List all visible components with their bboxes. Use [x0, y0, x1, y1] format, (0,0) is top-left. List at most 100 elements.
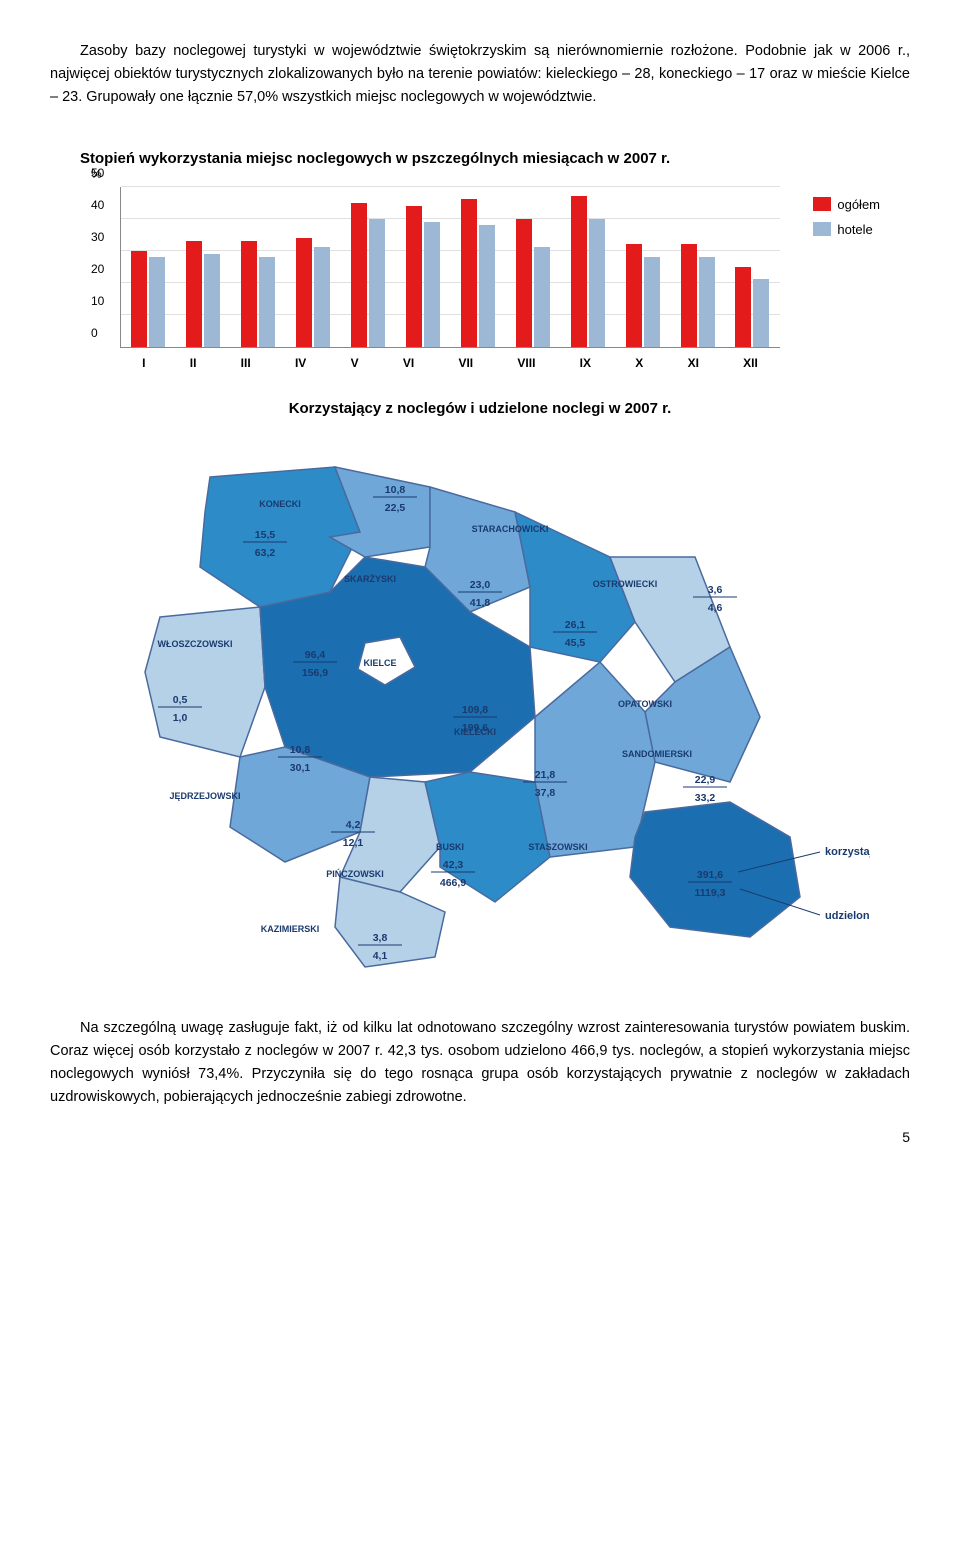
data-bottom: 156,9 — [302, 667, 328, 679]
page-number: 5 — [50, 1129, 910, 1145]
x-tick-label: I — [142, 356, 145, 370]
region-wloszczowski — [145, 607, 265, 757]
bar-group — [186, 241, 220, 347]
bar-group — [406, 206, 440, 347]
data-bottom: 63,2 — [255, 547, 276, 559]
y-tick-label: 40 — [91, 198, 104, 212]
data-bottom: 30,1 — [290, 762, 311, 774]
data-bottom: 4,1 — [373, 950, 388, 962]
bar — [589, 219, 605, 347]
legend-top: korzystający (w tys.) — [825, 846, 870, 858]
data-top: 3,8 — [373, 932, 388, 944]
bar — [461, 199, 477, 346]
data-top: 42,3 — [443, 859, 464, 871]
bar-group — [626, 244, 660, 346]
bar — [351, 203, 367, 347]
data-top: 15,5 — [255, 529, 276, 541]
x-tick-label: IX — [580, 356, 591, 370]
bar-group — [461, 199, 495, 346]
bar — [406, 206, 422, 347]
region-label: KAZIMIERSKI — [261, 924, 320, 934]
x-tick-label: III — [241, 356, 251, 370]
region-staszowski — [535, 662, 655, 857]
data-bottom: 1119,3 — [695, 887, 726, 899]
choropleth-map: KONECKI15,563,210,822,5SKARŻYSKISTARACHO… — [90, 437, 870, 977]
bar-group — [351, 203, 385, 347]
data-bottom: 1,0 — [173, 712, 188, 724]
data-top: 22,9 — [695, 774, 716, 786]
data-top: 109,8 — [462, 704, 488, 716]
y-tick-label: 30 — [91, 230, 104, 244]
bar-group — [131, 251, 165, 347]
x-tick-label: XII — [743, 356, 758, 370]
data-bottom: 199,6 — [462, 722, 488, 734]
bar — [259, 257, 275, 347]
data-top: 23,0 — [470, 579, 491, 591]
bar — [369, 219, 385, 347]
data-top: 4,2 — [346, 819, 361, 831]
bar — [314, 247, 330, 346]
intro-paragraph: Zasoby bazy noclegowej turystyki w wojew… — [50, 40, 910, 110]
x-tick-label: XI — [688, 356, 699, 370]
data-bottom: 45,5 — [565, 637, 586, 649]
bar — [626, 244, 642, 346]
bar — [296, 238, 312, 347]
bar — [149, 257, 165, 347]
y-tick-label: 50 — [91, 166, 104, 180]
data-top: 0,5 — [173, 694, 188, 706]
bar — [241, 241, 257, 347]
bar-group — [241, 241, 275, 347]
data-bottom: 33,2 — [695, 792, 716, 804]
y-tick-label: 20 — [91, 262, 104, 276]
x-tick-label: IV — [295, 356, 306, 370]
data-bottom: 37,8 — [535, 787, 556, 799]
region-label: JĘDRZEJOWSKI — [169, 791, 240, 801]
data-top: 10,8 — [385, 484, 406, 496]
bar — [644, 257, 660, 347]
data-top: 21,8 — [535, 769, 556, 781]
region-kazimierski — [335, 877, 445, 967]
x-tick-label: II — [190, 356, 197, 370]
bar — [699, 257, 715, 347]
bar — [131, 251, 147, 347]
y-tick-label: 10 — [91, 294, 104, 308]
bar — [204, 254, 220, 347]
x-tick-label: VII — [458, 356, 473, 370]
data-top: 96,4 — [305, 649, 326, 661]
data-bottom: 41,8 — [470, 597, 491, 609]
bar-group — [735, 267, 769, 347]
data-bottom: 4,6 — [708, 602, 723, 614]
data-top: 26,1 — [565, 619, 586, 631]
data-bottom: 12,1 — [343, 837, 364, 849]
chart-legend: ogółem hotele — [813, 197, 880, 247]
bar-group — [516, 219, 550, 347]
bar — [681, 244, 697, 346]
data-top: 10,8 — [290, 744, 311, 756]
x-tick-label: VI — [403, 356, 414, 370]
bar-chart: % 10203040500 IIIIIIIVVVIVIIVIIIIXXXIXII… — [80, 187, 880, 370]
data-top: 391,6 — [697, 869, 723, 881]
bar-group — [681, 244, 715, 346]
map-title: Korzystający z noclegów i udzielone nocl… — [50, 400, 910, 417]
bar — [534, 247, 550, 346]
data-bottom: 466,9 — [440, 877, 466, 889]
bar-group — [571, 196, 605, 346]
legend-item: hotele — [813, 222, 880, 237]
bar — [735, 267, 751, 347]
bar — [186, 241, 202, 347]
bar — [753, 279, 769, 346]
outro-paragraph: Na szczególną uwagę zasługuje fakt, iż o… — [50, 1017, 910, 1110]
legend-item: ogółem — [813, 197, 880, 212]
x-tick-label: VIII — [517, 356, 535, 370]
bar — [571, 196, 587, 346]
bar — [479, 225, 495, 347]
chart-title: Stopień wykorzystania miejsc noclegowych… — [80, 150, 910, 167]
bar-group — [296, 238, 330, 347]
region-sandomierski — [645, 647, 760, 782]
bar — [424, 222, 440, 347]
data-top: 3,6 — [708, 584, 723, 596]
legend-bottom: udzielone noclegi (w tys.) — [825, 910, 870, 922]
x-tick-label: V — [351, 356, 359, 370]
x-tick-label: X — [635, 356, 643, 370]
bar — [516, 219, 532, 347]
